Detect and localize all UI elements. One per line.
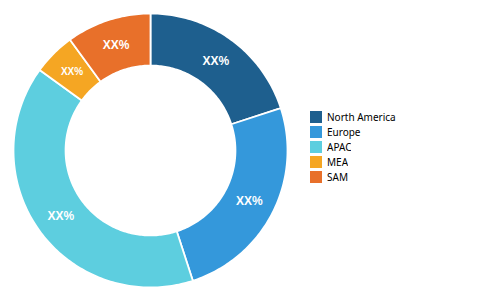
html-text:North America: North America [327,110,396,124]
html-text:MEA: MEA [327,155,348,169]
html-text:Europe: Europe [327,125,361,139]
svg-text:XX%: XX% [61,66,83,77]
svg-text:XX%: XX% [47,209,74,223]
html-text:SAM: SAM [327,170,348,184]
html-text:APAC: APAC [327,140,352,154]
svg-text:XX%: XX% [236,194,263,208]
svg-text:XX%: XX% [103,38,130,52]
svg-text:XX%: XX% [202,54,229,68]
